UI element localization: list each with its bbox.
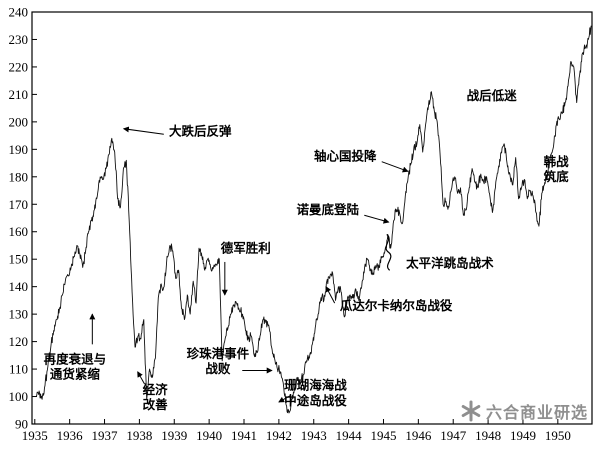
annotation-guadalcanal: 瓜达尔卡纳尔岛战役: [325, 285, 453, 313]
price-line: [35, 25, 592, 414]
annotation-normandy-landing: 诺曼底登陆: [297, 202, 390, 224]
x-tick-label: 1940: [196, 428, 222, 443]
annotation-text: 韩战: [544, 154, 570, 169]
annotation-text: 诺曼底登陆: [297, 202, 360, 217]
y-tick-label: 190: [9, 142, 29, 157]
annotation-arrow: [381, 161, 409, 173]
annotation-text: 轴心国投降: [314, 148, 377, 163]
annotation-text: 大跌后反弹: [169, 124, 232, 139]
annotation-text: 太平洋跳岛战术: [406, 255, 494, 270]
watermark-text: 六合商业研选: [486, 405, 589, 422]
x-axis: 1935 1936 1937 1938 1939 1940 1941 1942 1943 1944…: [22, 419, 571, 443]
axes: [31, 11, 593, 425]
annotation-text: 筑底: [544, 169, 570, 184]
x-tick-label: 1938: [126, 428, 152, 443]
annotation-text: 珍珠港事件: [187, 346, 250, 361]
x-tick-label: 1941: [231, 428, 257, 443]
annotation-arrow: [137, 371, 146, 385]
annotation-text: 珊瑚海海战: [284, 378, 347, 393]
y-tick-label: 90: [15, 417, 28, 432]
annotation-arrow: [278, 394, 292, 403]
annotation-arrow: [122, 126, 164, 135]
y-axis: 90 100 110 120 130 140 150 160 170 180 190 200 210 22…: [9, 5, 37, 432]
annotation-rebound: 大跌后反弹: [122, 124, 232, 139]
x-tick-label: 1942: [266, 428, 292, 443]
y-tick-label: 140: [9, 279, 29, 294]
annotation-text: 中途岛战役: [284, 393, 347, 408]
y-tick-label: 210: [9, 87, 29, 102]
y-tick-label: 130: [9, 307, 29, 322]
x-tick-label: 1937: [92, 428, 119, 443]
y-tick-label: 180: [9, 169, 29, 184]
y-tick-label: 160: [9, 224, 29, 239]
annotation-axis-surrender: 轴心国投降: [314, 148, 409, 173]
y-tick-label: 200: [9, 114, 29, 129]
x-tick-label: 1936: [57, 428, 84, 443]
annotation-text: 经济: [143, 382, 169, 397]
x-tick-label: 1935: [22, 428, 48, 443]
x-tick-label: 1948: [475, 428, 501, 443]
asterisk-logo-icon: [461, 400, 481, 422]
annotation-text: 再度衰退与: [44, 352, 107, 367]
annotation-text: 改善: [143, 397, 169, 412]
y-tick-label: 110: [9, 362, 28, 377]
y-tick-label: 170: [9, 197, 29, 212]
x-tick-label: 1947: [440, 428, 467, 443]
annotation-postwar-slump: 战后低迷: [467, 88, 518, 103]
annotation-text: 瓜达尔卡纳尔岛战役: [340, 298, 453, 313]
watermark: 六合商业研选: [460, 399, 588, 423]
y-tick-label: 120: [9, 334, 29, 349]
annotation-text: 德军胜利: [221, 240, 271, 255]
y-tick-label: 230: [9, 32, 29, 47]
annotation-text: 战后低迷: [467, 88, 518, 103]
x-tick-label: 1946: [405, 428, 432, 443]
x-tick-label: 1945: [370, 428, 396, 443]
annotation-island-hopping: 太平洋跳岛战术: [385, 233, 494, 271]
x-tick-label: 1939: [161, 428, 187, 443]
x-tick-label: 1950: [545, 428, 571, 443]
y-tick-label: 220: [9, 59, 29, 74]
x-tick-label: 1943: [301, 428, 327, 443]
x-tick-label: 1949: [510, 428, 536, 443]
y-tick-label: 240: [9, 5, 29, 20]
annotation-arrow: [325, 285, 336, 304]
annotation-text: 通货紧缩: [50, 367, 101, 382]
annotation-arrow: [364, 214, 390, 224]
annotation-german-victory: 德军胜利: [221, 240, 271, 296]
y-tick-label: 150: [9, 252, 29, 267]
y-tick-label: 100: [9, 389, 29, 404]
annotation-text: 战败: [205, 361, 231, 376]
x-tick-label: 1944: [336, 428, 363, 443]
annotation-squiggle: [385, 233, 392, 271]
